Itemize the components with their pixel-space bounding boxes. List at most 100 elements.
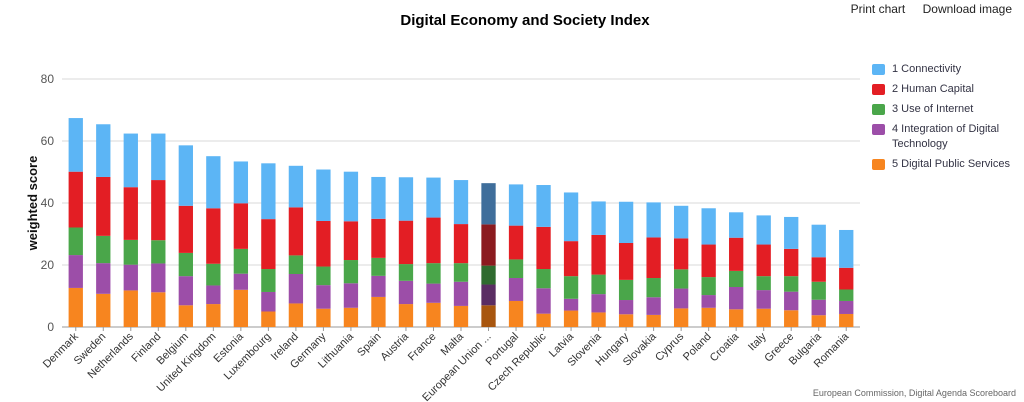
bar-segment[interactable]	[371, 275, 386, 297]
bar-segment[interactable]	[673, 269, 689, 289]
bar-segment[interactable]	[68, 171, 83, 228]
print-chart-button[interactable]: Print chart	[850, 2, 906, 16]
bar-segment[interactable]	[673, 308, 689, 327]
bar-segment[interactable]	[96, 293, 111, 327]
bar-stack[interactable]	[673, 205, 689, 327]
bar-segment[interactable]	[591, 294, 606, 313]
bar-segment[interactable]	[563, 192, 579, 242]
bar-segment[interactable]	[151, 292, 166, 327]
bar-stack[interactable]	[151, 133, 166, 327]
bar-stack[interactable]	[398, 177, 414, 327]
bar-segment[interactable]	[591, 201, 606, 235]
bar-segment[interactable]	[453, 263, 469, 282]
bar-segment[interactable]	[288, 255, 304, 274]
bar-segment[interactable]	[206, 304, 221, 327]
bar-segment[interactable]	[96, 235, 111, 264]
bar-segment[interactable]	[398, 220, 414, 265]
bar-segment[interactable]	[756, 244, 771, 277]
bar-segment[interactable]	[288, 165, 304, 208]
bar-segment[interactable]	[563, 310, 579, 327]
bar-segment[interactable]	[261, 311, 276, 328]
bar-segment[interactable]	[453, 180, 469, 225]
bar-segment[interactable]	[178, 305, 193, 327]
bar-segment[interactable]	[646, 202, 661, 238]
bar-segment[interactable]	[206, 156, 221, 209]
bar-segment[interactable]	[343, 283, 359, 308]
bar-stack[interactable]	[371, 176, 386, 327]
bar-segment[interactable]	[673, 288, 689, 309]
bar-segment[interactable]	[261, 163, 276, 220]
legend-item[interactable]: 2 Human Capital	[872, 82, 1024, 97]
bar-stack[interactable]	[563, 192, 579, 327]
bar-segment[interactable]	[701, 277, 716, 296]
bar-segment[interactable]	[618, 242, 634, 280]
bar-segment[interactable]	[316, 169, 331, 221]
bar-segment[interactable]	[371, 218, 386, 258]
bar-segment[interactable]	[784, 276, 799, 292]
bar-segment[interactable]	[481, 183, 496, 225]
bar-segment[interactable]	[371, 296, 386, 327]
bar-segment[interactable]	[839, 289, 854, 301]
bar-segment[interactable]	[701, 307, 716, 327]
bar-segment[interactable]	[316, 285, 331, 309]
bar-segment[interactable]	[206, 285, 221, 305]
bar-segment[interactable]	[316, 266, 331, 286]
bar-segment[interactable]	[811, 281, 826, 300]
bar-segment[interactable]	[481, 224, 496, 266]
bar-segment[interactable]	[151, 240, 166, 264]
bar-segment[interactable]	[371, 257, 386, 276]
bar-segment[interactable]	[701, 295, 716, 308]
bar-segment[interactable]	[701, 208, 716, 245]
bar-segment[interactable]	[729, 237, 744, 271]
bar-segment[interactable]	[68, 227, 83, 256]
bar-segment[interactable]	[343, 171, 359, 222]
bar-stack[interactable]	[591, 201, 606, 327]
bar-segment[interactable]	[784, 310, 799, 327]
bar-segment[interactable]	[233, 248, 249, 274]
bar-stack[interactable]	[756, 215, 771, 327]
bar-stack[interactable]	[536, 185, 551, 327]
bar-segment[interactable]	[481, 284, 496, 306]
bar-segment[interactable]	[563, 241, 579, 277]
bar-segment[interactable]	[756, 308, 771, 327]
bar-segment[interactable]	[398, 304, 414, 327]
bar-stack[interactable]	[618, 201, 634, 327]
bar-segment[interactable]	[811, 315, 826, 327]
bar-segment[interactable]	[151, 180, 166, 241]
bar-stack[interactable]	[811, 224, 826, 327]
bar-segment[interactable]	[784, 248, 799, 277]
bar-segment[interactable]	[233, 273, 249, 290]
bar-segment[interactable]	[591, 234, 606, 275]
bar-stack[interactable]	[96, 124, 111, 327]
bar-segment[interactable]	[508, 300, 524, 327]
legend-item[interactable]: 3 Use of Internet	[872, 102, 1024, 117]
bar-segment[interactable]	[563, 298, 579, 311]
bar-stack[interactable]	[453, 180, 469, 327]
bar-stack[interactable]	[426, 177, 441, 327]
bar-segment[interactable]	[426, 217, 441, 264]
bar-stack[interactable]	[343, 171, 359, 327]
bar-segment[interactable]	[839, 267, 854, 290]
bar-segment[interactable]	[371, 176, 386, 219]
bar-segment[interactable]	[811, 299, 826, 316]
bar-segment[interactable]	[261, 269, 276, 292]
bar-segment[interactable]	[398, 264, 414, 281]
bar-segment[interactable]	[756, 290, 771, 309]
legend-item[interactable]: 1 Connectivity	[872, 62, 1024, 77]
bar-segment[interactable]	[288, 207, 304, 256]
bar-segment[interactable]	[839, 313, 854, 327]
bar-segment[interactable]	[453, 305, 469, 327]
bar-segment[interactable]	[151, 263, 166, 293]
bar-stack[interactable]	[68, 118, 83, 327]
bar-segment[interactable]	[343, 221, 359, 261]
bar-segment[interactable]	[233, 203, 249, 249]
bar-segment[interactable]	[233, 289, 249, 327]
bar-segment[interactable]	[288, 303, 304, 327]
bar-segment[interactable]	[646, 314, 661, 327]
bar-segment[interactable]	[343, 260, 359, 284]
bar-stack[interactable]	[233, 161, 249, 327]
bar-segment[interactable]	[508, 259, 524, 279]
bar-segment[interactable]	[729, 270, 744, 288]
bar-segment[interactable]	[96, 176, 111, 236]
bar-segment[interactable]	[618, 300, 634, 315]
